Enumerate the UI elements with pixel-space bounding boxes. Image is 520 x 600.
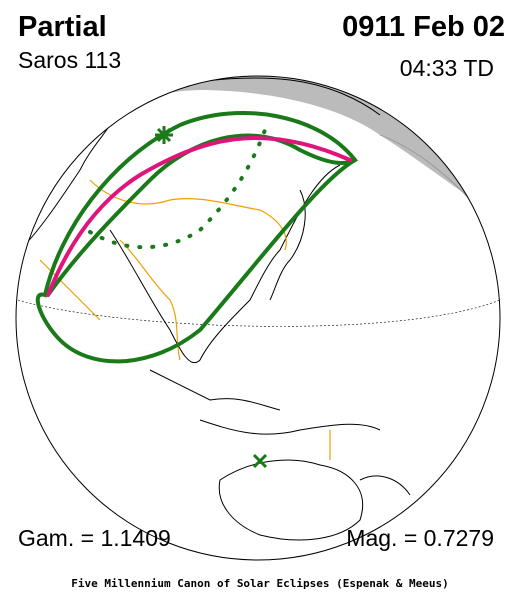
subsolar-point — [252, 453, 268, 469]
eclipse-type: Partial — [18, 11, 107, 43]
globe-outline — [15, 75, 501, 561]
credit: Five Millennium Canon of Solar Eclipses … — [71, 577, 449, 590]
time: 04:33 TD — [400, 55, 494, 81]
gamma: Gam. = 1.1409 — [18, 525, 171, 551]
greatest-eclipse — [155, 126, 173, 144]
magnitude: Mag. = 0.7279 — [346, 525, 494, 551]
eclipse-date: 0911 Feb 02 — [342, 11, 505, 43]
saros: Saros 113 — [18, 47, 121, 73]
equator — [17, 299, 500, 327]
eclipse-curves — [35, 110, 358, 364]
globe — [16, 76, 500, 541]
